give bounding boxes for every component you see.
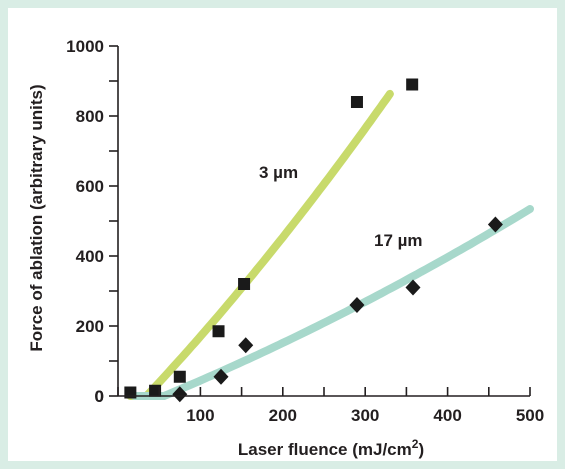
y-tick-label: 800 — [76, 107, 104, 126]
x-axis-label-main: Laser fluence (mJ/cm — [238, 440, 412, 459]
y-axis-label: Force of ablation (arbitrary units) — [27, 84, 46, 351]
marker-diamond-17um — [349, 297, 365, 313]
marker-diamond-17um — [405, 279, 421, 296]
marker-diamond-17um — [487, 216, 503, 233]
marker-square-3um — [149, 384, 162, 397]
y-tick-label: 600 — [76, 177, 104, 196]
marker-square-3um — [173, 370, 186, 383]
y-axis-ticks: 0 200 400 600 800 1000 — [66, 37, 118, 406]
series-label-17um: 17 µm — [374, 231, 423, 250]
marker-square-3um — [350, 96, 363, 108]
y-tick-label: 1000 — [66, 37, 104, 56]
x-axis-label-superscript: 2 — [412, 437, 419, 451]
marker-diamond-17um — [172, 386, 188, 403]
fit-curves — [126, 89, 534, 400]
y-tick-label: 0 — [95, 387, 104, 406]
fit-curve-3um — [126, 89, 394, 400]
marker-diamond-17um — [213, 368, 229, 385]
x-axis-label-suffix: ) — [418, 440, 424, 459]
marker-square-3um — [406, 78, 419, 91]
marker-square-3um — [238, 278, 251, 290]
data-markers — [124, 78, 503, 403]
y-tick-label: 200 — [76, 317, 104, 336]
x-tick-label: 500 — [516, 406, 544, 425]
x-tick-label: 300 — [351, 406, 379, 425]
axes: 0 200 400 600 800 1000 100 200 300 400 500 0 — [66, 37, 544, 425]
x-axis-ticks: 100 200 300 400 500 0 — [95, 387, 544, 425]
x-tick-label: 400 — [433, 406, 461, 425]
x-axis-label: Laser fluence (mJ/cm2) — [238, 437, 424, 459]
y-tick-label: 400 — [76, 247, 104, 266]
series-label-3um: 3 µm — [259, 163, 298, 182]
origin-tick-label: 0 — [95, 387, 104, 406]
marker-diamond-17um — [238, 337, 254, 354]
fit-curve-17um — [130, 205, 534, 400]
x-tick-label: 100 — [186, 406, 214, 425]
x-tick-label: 200 — [269, 406, 297, 425]
marker-square-3um — [212, 325, 225, 338]
